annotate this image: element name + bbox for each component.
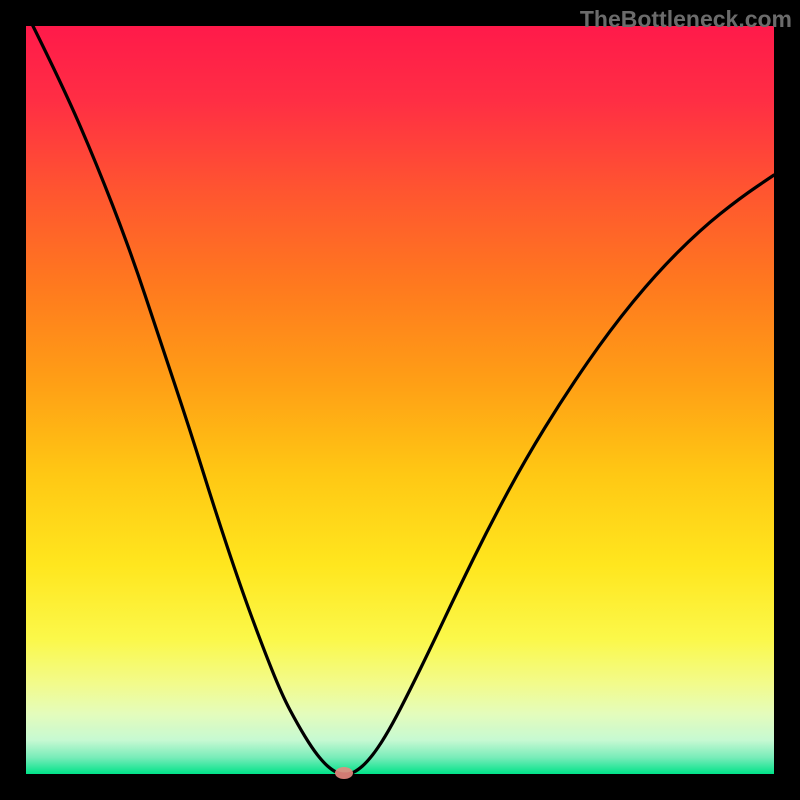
chart-svg: [0, 0, 800, 800]
watermark-text: TheBottleneck.com: [580, 6, 792, 33]
minimum-marker: [335, 767, 353, 779]
chart-frame: TheBottleneck.com: [0, 0, 800, 800]
bottleneck-curve: [26, 12, 774, 774]
